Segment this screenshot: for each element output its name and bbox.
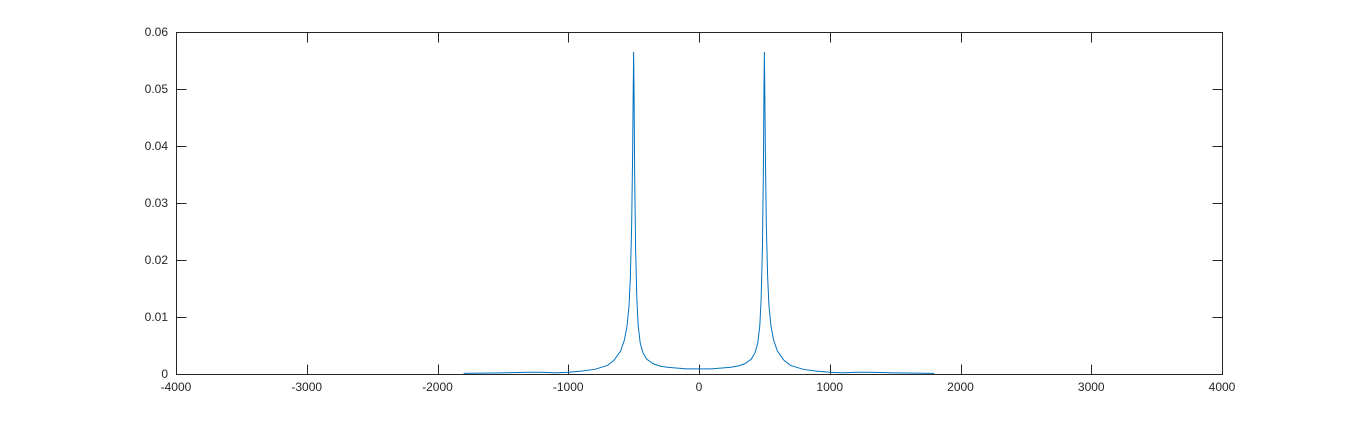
x-tick-label: 3000 — [1078, 380, 1105, 394]
x-tick-label: 0 — [696, 380, 703, 394]
x-tick-label: 1000 — [816, 380, 843, 394]
y-tick-label: 0 — [161, 367, 168, 381]
y-tick-label: 0.02 — [145, 253, 169, 267]
y-tick-label: 0.05 — [145, 82, 169, 96]
x-tick-label: 2000 — [947, 380, 974, 394]
y-tick-label: 0.06 — [145, 25, 169, 39]
y-tick-label: 0.01 — [145, 310, 169, 324]
x-tick-label: -1000 — [553, 380, 584, 394]
plot-area-border — [176, 32, 1223, 375]
x-tick-label: -3000 — [291, 380, 322, 394]
y-tick-label: 0.04 — [145, 139, 169, 153]
ticks-layer — [176, 32, 1223, 375]
x-tick-label: -2000 — [422, 380, 453, 394]
y-tick-label: 0.03 — [145, 196, 169, 210]
x-tick-label: -4000 — [161, 380, 192, 394]
series-line — [463, 51, 935, 374]
x-tick-label: 4000 — [1209, 380, 1236, 394]
tick-labels-layer: -4000 -3000 -2000 -1000 0 1000 2000 3000 4000 0 0.… — [145, 25, 1236, 394]
